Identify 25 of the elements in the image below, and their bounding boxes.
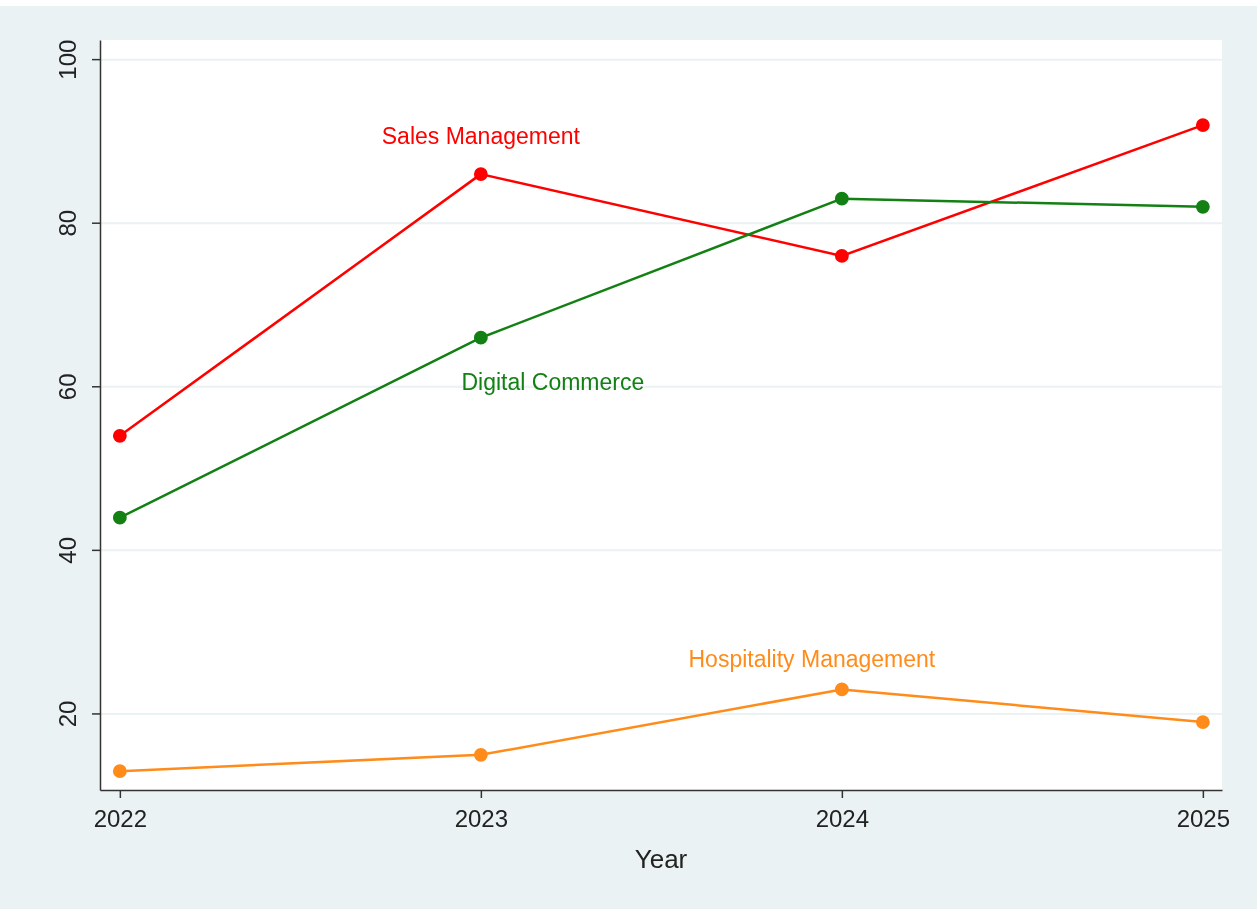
point (1195, 118, 1210, 132)
point (834, 191, 849, 206)
point (112, 428, 127, 443)
x-tick-label: 2023 (454, 805, 509, 833)
point (112, 510, 127, 525)
point (1195, 715, 1210, 730)
point (1195, 199, 1210, 214)
x-tick-label: 2024 (815, 805, 870, 833)
x-tick-label: 2022 (93, 805, 148, 833)
x-axis-title: Year (634, 844, 688, 874)
y-tick-label: 80 (54, 209, 81, 237)
point (473, 747, 488, 762)
point (473, 167, 488, 182)
series-label: Hospitality Management (688, 646, 936, 673)
y-tick-label: 60 (54, 373, 81, 401)
point (834, 682, 849, 697)
series-label: Sales Management (381, 123, 581, 150)
y-tick-label: 20 (54, 700, 81, 728)
point (834, 249, 849, 263)
y-tick-label: 100 (54, 39, 81, 80)
x-tick-label: 2025 (1176, 805, 1231, 833)
point (473, 330, 488, 345)
series-label: Digital Commerce (461, 368, 645, 395)
y-tick-label: 40 (54, 537, 81, 564)
point (112, 764, 127, 779)
